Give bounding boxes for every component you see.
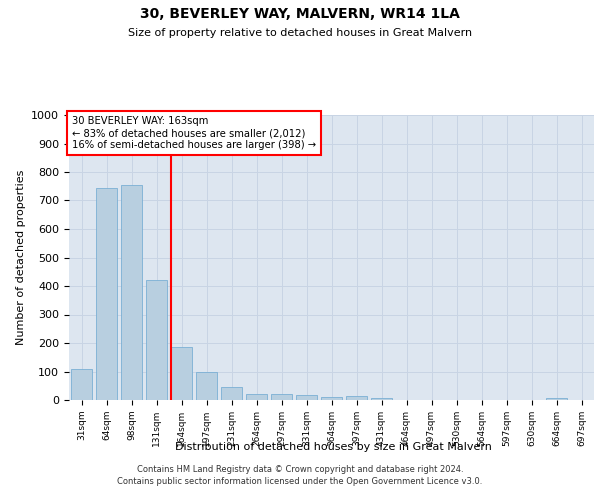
Bar [221,387,242,400]
Bar [96,188,117,400]
Text: 30, BEVERLEY WAY, MALVERN, WR14 1LA: 30, BEVERLEY WAY, MALVERN, WR14 1LA [140,8,460,22]
Text: Contains HM Land Registry data © Crown copyright and database right 2024.: Contains HM Land Registry data © Crown c… [137,465,463,474]
Text: Contains public sector information licensed under the Open Government Licence v3: Contains public sector information licen… [118,477,482,486]
Bar [371,398,392,400]
Bar [71,368,92,400]
Y-axis label: Number of detached properties: Number of detached properties [16,170,26,345]
Bar [346,396,367,400]
Bar [271,394,292,400]
Bar [196,372,217,400]
Text: Size of property relative to detached houses in Great Malvern: Size of property relative to detached ho… [128,28,472,38]
Bar [146,280,167,400]
Text: Distribution of detached houses by size in Great Malvern: Distribution of detached houses by size … [175,442,491,452]
Bar [246,394,267,400]
Text: 30 BEVERLEY WAY: 163sqm
← 83% of detached houses are smaller (2,012)
16% of semi: 30 BEVERLEY WAY: 163sqm ← 83% of detache… [71,116,316,150]
Bar [171,348,192,400]
Bar [546,398,567,400]
Bar [121,185,142,400]
Bar [321,397,342,400]
Bar [296,396,317,400]
